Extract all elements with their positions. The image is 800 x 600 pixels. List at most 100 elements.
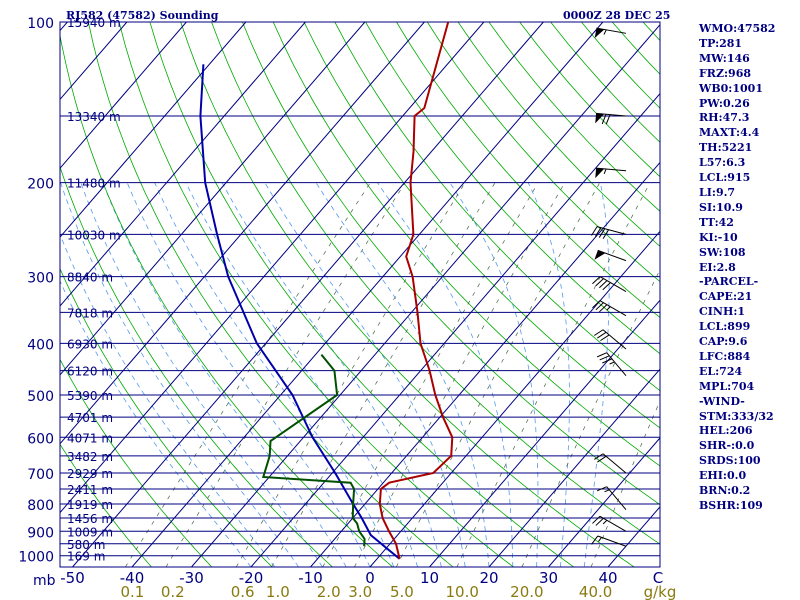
temperature-tick-label: -10	[298, 569, 323, 587]
index-line: EL:724	[699, 364, 743, 378]
index-line: CAPE:21	[699, 290, 753, 304]
height-label: 7818 m	[67, 306, 113, 320]
moist-adiabat	[221, 182, 442, 567]
isotherm-line	[60, 22, 187, 170]
parcel-trace	[199, 64, 401, 560]
moist-adiabat	[583, 182, 610, 567]
height-label: 13340 m	[67, 110, 121, 124]
temperature-tick-label: 0	[365, 569, 375, 587]
wind-barb	[592, 276, 627, 293]
height-label: 3482 m	[67, 450, 113, 464]
pressure-tick-label: 100	[27, 16, 54, 32]
height-label: 10030 m	[67, 228, 121, 242]
index-line: LI:9.7	[699, 185, 736, 199]
index-line: CAP:9.6	[699, 335, 748, 349]
moist-adiabat	[527, 182, 570, 567]
index-line: -PARCEL-	[699, 275, 759, 289]
dry-adiabat	[60, 443, 152, 567]
pressure-tick-label: 900	[27, 525, 54, 541]
pressure-tick-label: 600	[27, 431, 54, 447]
index-line: -WIND-	[699, 394, 745, 408]
moist-adiabat	[315, 182, 490, 567]
moist-adiabat	[264, 182, 466, 567]
station-title: RJ582 (47582) Sounding	[66, 9, 219, 22]
mixing-ratio-label: 0.2	[161, 583, 185, 600]
height-label: 8840 m	[67, 271, 113, 285]
pressure-tick-label: 300	[27, 271, 54, 287]
height-label: 1456 m	[67, 512, 113, 526]
temperature-tick-label: -40	[120, 569, 145, 587]
mixing-ratio-label: 1.0	[266, 583, 290, 600]
mixing-ratio-line	[271, 182, 496, 567]
height-label: 11480 m	[67, 177, 121, 191]
temperature-tick-label: -20	[239, 569, 264, 587]
height-label: 169 m	[67, 550, 105, 564]
isotherm-line	[191, 23, 660, 567]
wind-barb	[594, 249, 627, 262]
wind-barb	[595, 167, 627, 179]
dry-adiabat	[60, 267, 273, 567]
stability-indices: WMO:47582 TP:281 MW:146 FRZ:968 WB0:1001 PW:0…	[699, 22, 799, 514]
temperature-tick-label: 20	[479, 569, 498, 587]
isotherm-line	[548, 437, 660, 567]
index-line: SI:10.9	[699, 200, 743, 214]
wind-barb	[596, 486, 627, 511]
dry-adiabat	[334, 22, 660, 392]
isotherm-line	[250, 92, 660, 567]
temperature-tick-label: 10	[420, 569, 439, 587]
mixing-ratio-unit: g/kg	[644, 583, 677, 600]
moist-adiabat	[449, 182, 539, 567]
wind-barb	[594, 27, 627, 38]
dry-adiabat	[87, 22, 454, 567]
index-line: STM:333/32	[699, 409, 774, 423]
dry-adiabat	[149, 22, 575, 567]
pressure-tick-label: 200	[27, 177, 54, 193]
height-label: 4701 m	[67, 411, 113, 425]
dry-adiabat	[242, 22, 660, 506]
isotherm-line	[310, 161, 660, 567]
index-line: MW:146	[699, 51, 750, 65]
index-line: MPL:704	[699, 379, 755, 393]
isotherm-line	[60, 22, 306, 307]
pressure-axis-label: mb	[33, 573, 56, 589]
isotherm-line	[60, 22, 247, 238]
pressure-tick-label: 700	[27, 467, 54, 483]
moist-adiabat	[60, 233, 276, 567]
index-line: LFC:884	[699, 349, 751, 363]
dewpoint-trace	[261, 353, 366, 547]
moist-adiabat	[60, 279, 252, 567]
dry-adiabat	[118, 22, 514, 567]
index-line: L57:6.3	[699, 156, 746, 170]
moist-adiabat	[102, 182, 347, 567]
index-line: WB0:1001	[699, 81, 763, 95]
mixing-ratio-line	[521, 268, 660, 567]
wind-barb	[594, 453, 627, 474]
mixing-ratio-label: 2.0	[317, 583, 341, 600]
pressure-tick-label: 800	[27, 498, 54, 514]
mixing-ratio-label: 40.0	[579, 583, 612, 600]
index-line: RH:47.3	[699, 111, 750, 125]
index-line: PW:0.26	[699, 96, 750, 110]
moist-adiabat	[154, 182, 395, 567]
height-label: 2929 m	[67, 467, 113, 481]
wind-barb	[592, 300, 627, 317]
dry-adiabat	[211, 22, 660, 545]
dry-adiabat	[365, 22, 660, 355]
index-line: MAXT:4.4	[699, 126, 760, 140]
wind-barb	[595, 112, 627, 125]
wind-barb	[591, 226, 627, 239]
mixing-ratio-line	[235, 182, 466, 567]
height-label: 1009 m	[67, 525, 113, 539]
index-line: TH:5221	[699, 141, 753, 155]
isotherm-line	[60, 22, 68, 32]
temperature-tick-label: 40	[598, 569, 617, 587]
isotherm-line	[131, 22, 604, 567]
moist-adiabat	[377, 182, 514, 567]
pressure-tick-label: 400	[27, 337, 54, 353]
isotherm-line	[60, 22, 425, 445]
temperature-tick-label: -50	[60, 569, 85, 587]
mixing-ratio-label: 10.0	[445, 583, 478, 600]
height-label: 6120 m	[67, 365, 113, 379]
mixing-ratio-line	[165, 182, 406, 567]
